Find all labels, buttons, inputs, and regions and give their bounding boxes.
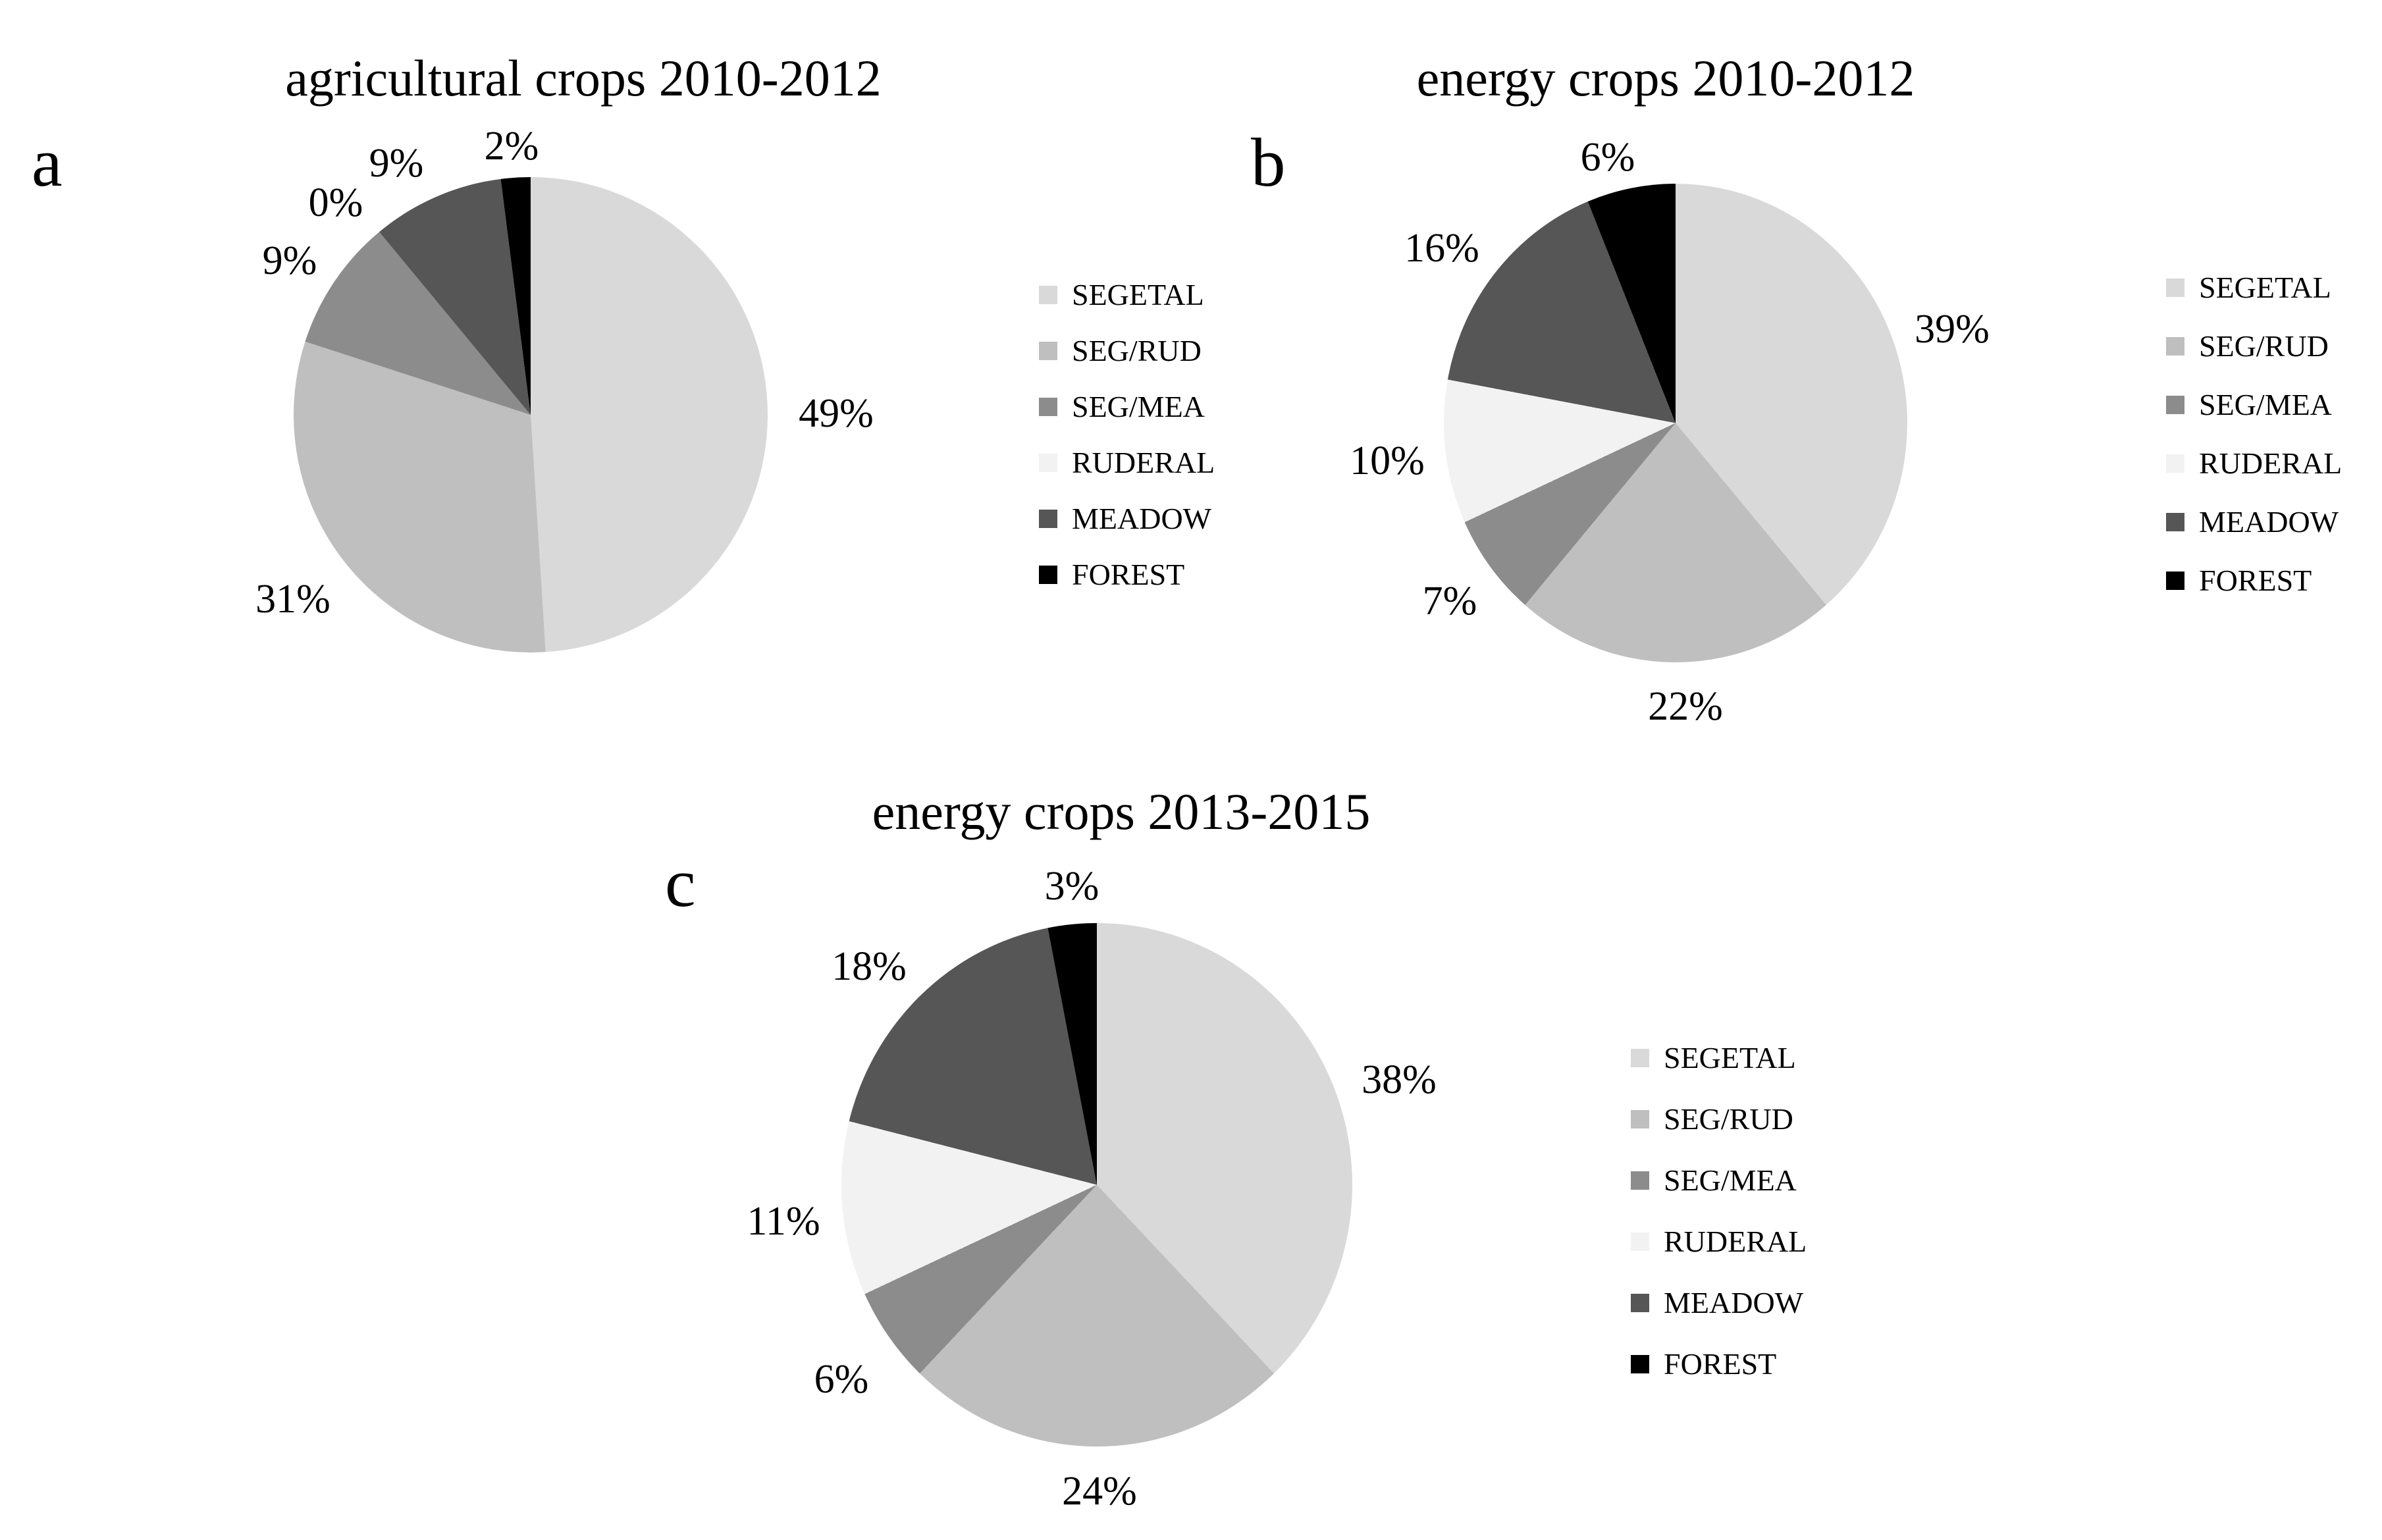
slice-label-segetal: 38% bbox=[1362, 1057, 1437, 1102]
slice-label-forest: 3% bbox=[1044, 864, 1099, 909]
legend-label: SEG/RUD bbox=[1664, 1102, 1793, 1136]
slice-label-seg-rud: 31% bbox=[255, 577, 331, 622]
legend-swatch bbox=[2166, 395, 2184, 414]
legend-item: SEG/MEA bbox=[2166, 375, 2342, 434]
legend-item: RUDERAL bbox=[1631, 1211, 1807, 1272]
legend-item: FOREST bbox=[1039, 546, 1215, 602]
legend-label: FOREST bbox=[1072, 557, 1185, 591]
panel-letter: a bbox=[32, 124, 63, 201]
legend-swatch bbox=[1039, 565, 1057, 584]
legend-label: MEADOW bbox=[1664, 1285, 1804, 1319]
legend-swatch bbox=[1631, 1048, 1649, 1067]
legend-label: RUDERAL bbox=[2199, 446, 2342, 480]
legend-label: MEADOW bbox=[1072, 501, 1212, 535]
slice-label-segetal: 39% bbox=[1915, 307, 1990, 352]
legend-item: MEADOW bbox=[1039, 491, 1215, 546]
legend-item: SEGETAL bbox=[1631, 1027, 1807, 1088]
legend-swatch bbox=[1631, 1109, 1649, 1128]
slice-label-meadow: 18% bbox=[832, 944, 907, 989]
legend-label: SEG/MEA bbox=[2199, 387, 2332, 421]
slice-label-seg-rud: 22% bbox=[1648, 684, 1723, 729]
legend-label: SEG/MEA bbox=[1072, 389, 1205, 423]
legend-item: SEG/RUD bbox=[1631, 1088, 1807, 1150]
legend-label: SEG/RUD bbox=[2199, 329, 2329, 363]
legend-swatch bbox=[1631, 1293, 1649, 1312]
legend-label: SEGETAL bbox=[1072, 277, 1204, 311]
legend-label: RUDERAL bbox=[1072, 445, 1215, 479]
slice-label-seg-mea: 9% bbox=[262, 238, 317, 283]
slice-label-seg-mea: 6% bbox=[814, 1357, 869, 1402]
legend: SEGETAL SEG/RUD SEG/MEA RUDERAL MEADOW F… bbox=[2166, 258, 2342, 610]
legend-item: RUDERAL bbox=[1039, 435, 1215, 491]
slice-label-forest: 2% bbox=[484, 124, 539, 169]
panel-letter: b bbox=[1251, 124, 1286, 201]
legend-swatch bbox=[1039, 453, 1057, 472]
legend-swatch bbox=[2166, 336, 2184, 356]
legend-swatch bbox=[2166, 454, 2184, 473]
slice-label-forest: 6% bbox=[1580, 135, 1635, 180]
legend-label: SEGETAL bbox=[1664, 1040, 1796, 1075]
legend-swatch bbox=[2166, 512, 2184, 531]
legend-label: SEGETAL bbox=[2199, 270, 2331, 304]
legend-label: SEG/MEA bbox=[1664, 1163, 1797, 1197]
legend-item: MEADOW bbox=[1631, 1272, 1807, 1333]
legend-label: SEG/RUD bbox=[1072, 333, 1202, 367]
legend-item: MEADOW bbox=[2166, 492, 2342, 551]
legend-label: FOREST bbox=[1664, 1346, 1777, 1381]
legend-label: RUDERAL bbox=[1664, 1224, 1807, 1258]
legend-item: SEG/RUD bbox=[2166, 317, 2342, 375]
chart-title: energy crops 2010-2012 bbox=[1416, 49, 1915, 107]
legend-item: SEG/MEA bbox=[1631, 1150, 1807, 1211]
chart-title: agricultural crops 2010-2012 bbox=[285, 49, 882, 107]
legend: SEGETAL SEG/RUD SEG/MEA RUDERAL MEADOW F… bbox=[1039, 267, 1215, 602]
legend-swatch bbox=[1631, 1232, 1649, 1251]
pie bbox=[1444, 184, 1907, 662]
legend-swatch bbox=[1631, 1171, 1649, 1190]
legend-swatch bbox=[2166, 571, 2184, 590]
legend-swatch bbox=[1039, 341, 1057, 360]
legend-swatch bbox=[1039, 509, 1057, 528]
slice-label-seg-mea: 7% bbox=[1422, 579, 1477, 624]
legend-swatch bbox=[1039, 397, 1057, 416]
legend-item: SEGETAL bbox=[1039, 267, 1215, 323]
slice-label-seg-rud: 24% bbox=[1062, 1469, 1137, 1514]
legend-item: FOREST bbox=[1631, 1333, 1807, 1394]
panel-letter: c bbox=[665, 844, 696, 921]
chart-title: energy crops 2013-2015 bbox=[872, 783, 1371, 840]
legend-swatch bbox=[1039, 285, 1057, 304]
slice-label-meadow: 9% bbox=[369, 141, 424, 186]
legend-item: SEG/MEA bbox=[1039, 379, 1215, 435]
slice-label-ruderal: 11% bbox=[747, 1199, 820, 1244]
pie bbox=[294, 177, 768, 652]
legend-label: MEADOW bbox=[2199, 504, 2339, 539]
slice-label-ruderal: 10% bbox=[1350, 438, 1425, 483]
legend: SEGETAL SEG/RUD SEG/MEA RUDERAL MEADOW F… bbox=[1631, 1027, 1807, 1394]
legend-item: RUDERAL bbox=[2166, 434, 2342, 492]
pie bbox=[841, 923, 1352, 1447]
legend-item: FOREST bbox=[2166, 551, 2342, 610]
legend-swatch bbox=[2166, 278, 2184, 297]
legend-swatch bbox=[1631, 1354, 1649, 1373]
legend-label: FOREST bbox=[2199, 563, 2312, 597]
legend-item: SEGETAL bbox=[2166, 258, 2342, 317]
slice-label-segetal: 49% bbox=[799, 391, 874, 436]
slice-label-ruderal: 0% bbox=[308, 180, 363, 225]
slice-label-meadow: 16% bbox=[1404, 226, 1479, 271]
legend-item: SEG/RUD bbox=[1039, 323, 1215, 379]
